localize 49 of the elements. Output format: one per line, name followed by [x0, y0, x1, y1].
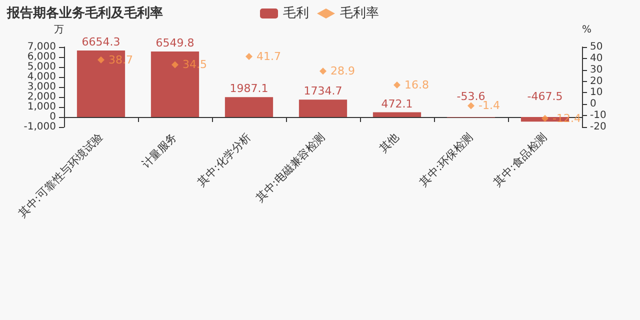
y-tick-label: 2,000 [27, 92, 56, 102]
x-tick-label: 其中:环保检测 [417, 130, 476, 189]
x-tick-label: 其中:电磁兼容检测 [254, 130, 328, 204]
y-tick-label: 7,000 [27, 42, 56, 52]
data-label: -467.5 [527, 90, 563, 103]
point [542, 114, 548, 122]
data-label: 41.7 [256, 50, 281, 63]
y2-tick-label: -20 [590, 122, 606, 132]
data-label: 16.8 [404, 78, 429, 92]
y2-tick-label: 0 [590, 98, 596, 110]
x-tick-label: 其中:可靠性与环境试验 [16, 130, 106, 220]
bar [224, 97, 274, 117]
data-label: -12.4 [552, 112, 581, 125]
point [320, 68, 326, 75]
data-label: 6549.8 [156, 36, 194, 50]
point [98, 56, 104, 64]
y-tick-label: 5,000 [27, 62, 56, 72]
legend-label: 毛利 [283, 6, 309, 21]
y-tick-label: -1,000 [24, 122, 56, 132]
y-tick-label: 3,000 [27, 82, 56, 92]
point [172, 61, 178, 68]
data-label: 28.9 [330, 64, 355, 78]
x-tick-label: 其中:化学分析 [195, 130, 254, 189]
point [468, 102, 474, 110]
y2-tick-label: 30 [590, 64, 603, 76]
y-axis-title: 万 [54, 24, 64, 36]
point [394, 81, 400, 88]
bar [298, 100, 348, 117]
bar [372, 112, 422, 117]
y-tick-label: 1,000 [27, 102, 56, 112]
x-tick-label: 其中:食品检测 [491, 130, 550, 189]
y2-tick-label: 40 [590, 52, 603, 64]
y-tick-label: 4,000 [27, 72, 56, 82]
y2-tick-label: -10 [590, 110, 606, 122]
data-label: 1734.7 [304, 84, 342, 98]
data-label: 6654.3 [82, 35, 120, 48]
y-tick-label: 6,000 [27, 52, 56, 62]
y-tick-label: 0 [50, 112, 56, 122]
y2-axis-title: % [582, 24, 592, 36]
chart-title: 报告期各业务毛利及毛利率 [6, 5, 163, 21]
data-label: 1987.1 [230, 82, 268, 96]
point [246, 52, 252, 60]
y2-tick-label: 50 [590, 42, 603, 52]
legend-label: 毛利率 [340, 5, 379, 21]
x-tick-label: 其他 [376, 130, 402, 156]
data-label: 472.1 [381, 97, 413, 110]
x-tick-label: 计量服务 [139, 130, 180, 171]
y2-tick-label: 20 [590, 76, 603, 87]
y2-tick-label: 10 [590, 87, 603, 98]
